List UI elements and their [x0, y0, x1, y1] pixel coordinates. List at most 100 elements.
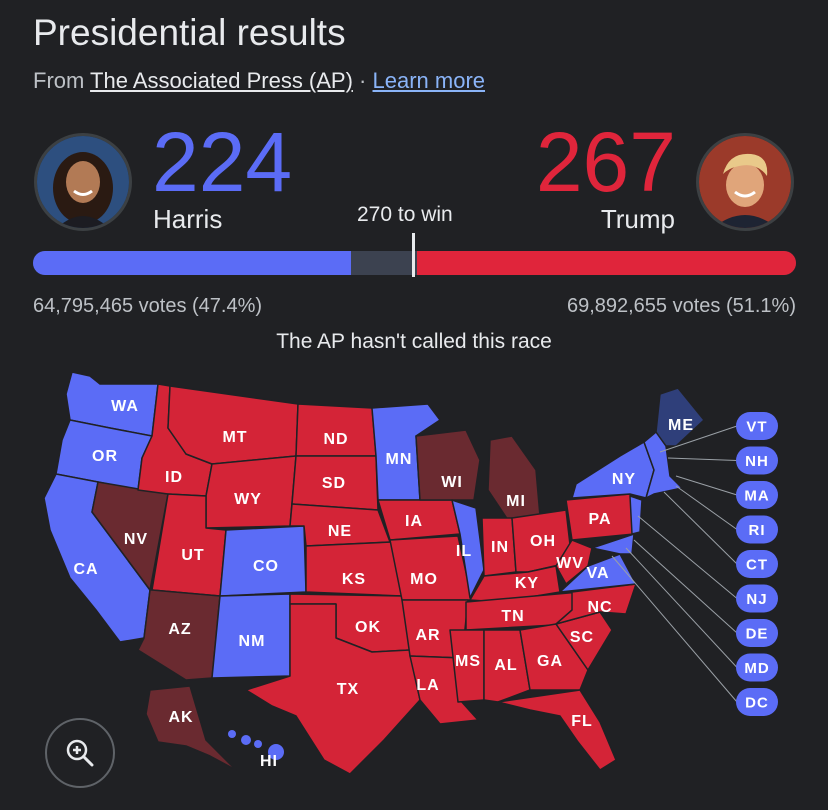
state-label-ar: AR: [415, 627, 440, 644]
state-label-ky: KY: [515, 575, 539, 592]
race-status: The AP hasn't called this race: [276, 330, 552, 353]
trump-name: Trump: [600, 204, 675, 234]
source-line: From The Associated Press (AP) · Learn m…: [33, 68, 485, 94]
state-label-co: CO: [253, 558, 279, 575]
state-label-ga: GA: [537, 653, 563, 670]
state-pill-nh[interactable]: NH: [736, 446, 778, 475]
zoom-button[interactable]: [45, 718, 115, 788]
trump-avatar: [696, 133, 794, 231]
state-label-sc: SC: [570, 629, 594, 646]
state-label-hi: HI: [260, 753, 278, 770]
connector-de: [633, 539, 738, 634]
state-label-ms: MS: [455, 653, 481, 670]
state-label-ca: CA: [73, 561, 98, 578]
connector-ct: [663, 491, 738, 565]
electoral-progress-bar: [33, 251, 796, 275]
source-separator: ·: [352, 68, 373, 93]
state-label-al: AL: [494, 657, 517, 674]
state-label-ne: NE: [328, 523, 352, 540]
state-pill-md[interactable]: MD: [736, 653, 778, 682]
threshold-marker: [412, 233, 415, 277]
state-fl[interactable]: [497, 689, 617, 771]
state-label-va: VA: [586, 565, 609, 582]
state-nj[interactable]: [629, 495, 643, 535]
state-label-ia: IA: [405, 513, 423, 530]
state-label-nd: ND: [323, 431, 348, 448]
state-label-nm: NM: [239, 633, 266, 650]
state-label-me: ME: [668, 417, 694, 434]
state-label-la: LA: [416, 677, 439, 694]
state-pill-nj[interactable]: NJ: [736, 584, 778, 613]
state-hi[interactable]: [228, 730, 284, 760]
state-label-ok: OK: [355, 619, 381, 636]
state-wv[interactable]: [555, 539, 593, 585]
learn-more-link[interactable]: Learn more: [372, 68, 486, 93]
state-label-or: OR: [92, 448, 118, 465]
state-pill-label-dc: DC: [745, 695, 769, 712]
zoom-in-icon: [66, 739, 94, 767]
harris-electoral-votes: 224: [152, 115, 293, 209]
state-label-id: ID: [165, 469, 183, 486]
state-pill-dc[interactable]: DC: [736, 688, 778, 716]
us-results-map[interactable]: WA OR CA NV ID MT WY UT AZ CO NM ND SD NE KS OK TX MN IA MO…: [0, 360, 828, 810]
state-pill-vt[interactable]: VT: [736, 412, 778, 440]
trump-progress-fill: [417, 251, 796, 275]
state-label-nv: NV: [124, 531, 148, 548]
state-pill-de[interactable]: DE: [736, 619, 778, 647]
state-pill-label-vt: VT: [746, 419, 767, 436]
state-pill-label-nh: NH: [745, 453, 769, 470]
state-label-ks: KS: [342, 571, 366, 588]
harris-progress-fill: [33, 251, 351, 275]
state-label-wy: WY: [234, 491, 262, 508]
state-pill-label-de: DE: [746, 626, 769, 643]
state-ak[interactable]: [145, 685, 237, 771]
state-pill-label-nj: NJ: [746, 591, 767, 608]
state-label-nc: NC: [587, 599, 612, 616]
harris-name: Harris: [153, 204, 223, 234]
state-label-fl: FL: [571, 713, 593, 730]
harris-portrait-icon: [37, 136, 129, 228]
state-label-ak: AK: [168, 709, 193, 726]
source-link[interactable]: The Associated Press (AP): [90, 68, 353, 93]
source-prefix: From: [33, 68, 91, 93]
state-label-in: IN: [491, 539, 509, 556]
state-label-tn: TN: [501, 608, 524, 625]
state-label-mo: MO: [410, 571, 438, 588]
page-title: Presidential results: [33, 12, 346, 53]
state-label-az: AZ: [168, 621, 191, 638]
state-label-wv: WV: [556, 555, 584, 572]
state-label-sd: SD: [322, 475, 346, 492]
state-label-wi: WI: [441, 474, 463, 491]
trump-electoral-votes: 267: [535, 115, 676, 209]
state-nd[interactable]: [295, 403, 377, 457]
connector-ma: [675, 475, 738, 496]
state-pill-label-md: MD: [744, 660, 769, 677]
state-me[interactable]: [655, 387, 705, 447]
state-ny[interactable]: [571, 441, 655, 499]
state-il[interactable]: [451, 499, 485, 599]
state-pill-ma[interactable]: MA: [736, 481, 778, 509]
trump-popular-votes: 69,892,655 votes (51.1%): [566, 295, 796, 317]
state-label-wa: WA: [111, 398, 139, 415]
state-label-oh: OH: [530, 533, 556, 550]
state-label-mi: MI: [506, 493, 526, 510]
state-pill-label-ri: RI: [749, 522, 766, 539]
state-wi[interactable]: [415, 429, 481, 501]
state-pill-label-ma: MA: [744, 488, 769, 505]
state-al[interactable]: [483, 629, 531, 703]
threshold-label: 270 to win: [357, 203, 453, 226]
state-mt[interactable]: [167, 385, 299, 465]
state-pill-ri[interactable]: RI: [736, 515, 778, 544]
state-pill-label-ct: CT: [746, 557, 768, 574]
connector-vt: [659, 425, 738, 453]
state-label-ut: UT: [181, 547, 204, 564]
state-label-mn: MN: [386, 451, 413, 468]
harris-popular-votes: 64,795,465 votes (47.4%): [33, 295, 263, 317]
state-ga[interactable]: [519, 623, 589, 691]
state-pill-ct[interactable]: CT: [736, 550, 778, 578]
state-wy[interactable]: [205, 455, 297, 529]
state-label-mt: MT: [222, 429, 247, 446]
state-label-tx: TX: [337, 681, 359, 698]
harris-avatar: [34, 133, 132, 231]
state-tx[interactable]: [245, 603, 421, 775]
